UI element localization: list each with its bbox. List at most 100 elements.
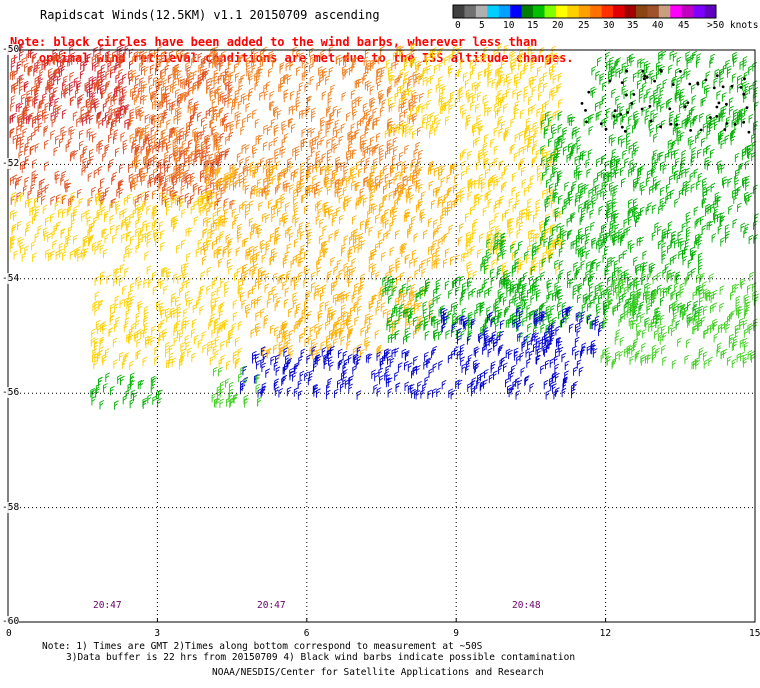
wind-barb bbox=[221, 322, 227, 332]
wind-barb bbox=[90, 337, 96, 347]
wind-barb bbox=[177, 274, 183, 284]
wind-barb bbox=[433, 126, 439, 136]
wind-barb bbox=[202, 343, 208, 354]
wind-barb bbox=[384, 219, 390, 229]
wind-barb bbox=[388, 102, 394, 113]
wind-barb bbox=[526, 358, 532, 368]
wind-barb bbox=[309, 75, 315, 85]
wind-barb bbox=[529, 382, 535, 393]
wind-barb bbox=[479, 287, 485, 298]
wind-barb bbox=[439, 83, 444, 94]
wind-barb bbox=[162, 267, 167, 277]
wind-barb bbox=[370, 185, 376, 195]
wind-barb bbox=[714, 120, 719, 130]
wind-barb bbox=[126, 299, 132, 310]
wind-barb bbox=[178, 134, 184, 145]
wind-barb bbox=[101, 88, 107, 99]
wind-barb bbox=[389, 246, 395, 257]
wind-barb bbox=[211, 339, 217, 349]
contamination-marker bbox=[641, 69, 645, 73]
wind-barb bbox=[84, 81, 90, 91]
wind-barb bbox=[185, 61, 191, 72]
wind-barb bbox=[83, 247, 89, 258]
wind-barb bbox=[81, 211, 86, 222]
wind-barb bbox=[146, 163, 152, 174]
wind-barb bbox=[501, 183, 506, 193]
wind-barb bbox=[232, 353, 238, 364]
wind-barb bbox=[37, 122, 43, 132]
wind-barb bbox=[19, 160, 25, 170]
wind-barb bbox=[201, 142, 207, 153]
wind-barb bbox=[134, 83, 139, 93]
wind-barb bbox=[621, 177, 626, 188]
wind-barb bbox=[110, 125, 115, 135]
wind-barb bbox=[645, 107, 651, 117]
wind-barb bbox=[170, 309, 176, 319]
wind-barb bbox=[96, 114, 102, 124]
wind-barb bbox=[179, 162, 184, 173]
wind-barb bbox=[475, 136, 481, 147]
wind-barb bbox=[702, 305, 708, 316]
wind-barb bbox=[321, 90, 327, 101]
wind-barb bbox=[130, 87, 135, 97]
wind-barb bbox=[41, 195, 46, 205]
wind-barb bbox=[23, 80, 29, 91]
wind-barb bbox=[303, 264, 309, 275]
wind-barb bbox=[482, 206, 488, 217]
wind-barb bbox=[576, 327, 582, 337]
wind-barb bbox=[668, 64, 673, 74]
wind-barb bbox=[297, 390, 303, 400]
wind-barb bbox=[42, 92, 47, 103]
wind-barb bbox=[185, 146, 191, 157]
wind-barb bbox=[240, 74, 246, 84]
wind-barb bbox=[114, 63, 120, 74]
wind-barb bbox=[365, 341, 371, 351]
wind-barb bbox=[476, 114, 482, 124]
wind-barb bbox=[555, 152, 561, 163]
wind-barb bbox=[311, 147, 316, 157]
wind-barb bbox=[131, 322, 137, 333]
wind-barb bbox=[313, 185, 319, 195]
wind-barb bbox=[721, 112, 727, 122]
wind-barb bbox=[660, 119, 666, 130]
wind-barb bbox=[98, 191, 103, 202]
wind-barb bbox=[282, 280, 288, 290]
wind-barb bbox=[107, 115, 113, 125]
wind-barb bbox=[135, 227, 141, 237]
wind-barb bbox=[605, 107, 611, 118]
wind-barb bbox=[144, 66, 149, 76]
wind-barb bbox=[283, 182, 289, 192]
wind-barb bbox=[73, 149, 79, 160]
wind-barb bbox=[325, 119, 331, 129]
wind-barb bbox=[93, 337, 99, 348]
wind-barb bbox=[207, 228, 213, 238]
wind-barb bbox=[153, 228, 159, 238]
wind-barb bbox=[667, 139, 673, 149]
wind-barb bbox=[242, 117, 247, 127]
wind-barb bbox=[244, 184, 250, 194]
wind-barb bbox=[282, 374, 288, 385]
wind-barb bbox=[612, 357, 618, 368]
wind-barb bbox=[141, 65, 146, 75]
wind-barb bbox=[219, 61, 224, 72]
wind-barb bbox=[300, 193, 306, 204]
wind-barb bbox=[600, 353, 606, 363]
wind-barb bbox=[227, 248, 233, 258]
wind-barb bbox=[347, 353, 353, 364]
wind-barb bbox=[325, 75, 330, 85]
wind-barb bbox=[132, 90, 137, 100]
wind-barb bbox=[591, 66, 597, 76]
wind-barb bbox=[350, 167, 356, 178]
wind-barb bbox=[153, 116, 159, 127]
wind-barb bbox=[722, 63, 728, 74]
wind-barb bbox=[438, 76, 443, 86]
wind-barb bbox=[296, 49, 301, 59]
wind-barb bbox=[503, 362, 508, 372]
wind-barbs-layer bbox=[9, 42, 760, 410]
wind-barb bbox=[413, 355, 418, 366]
wind-barb bbox=[639, 236, 645, 247]
wind-barb bbox=[182, 170, 188, 180]
wind-barb bbox=[252, 109, 257, 119]
wind-barb bbox=[125, 244, 131, 255]
wind-barb bbox=[27, 189, 33, 200]
